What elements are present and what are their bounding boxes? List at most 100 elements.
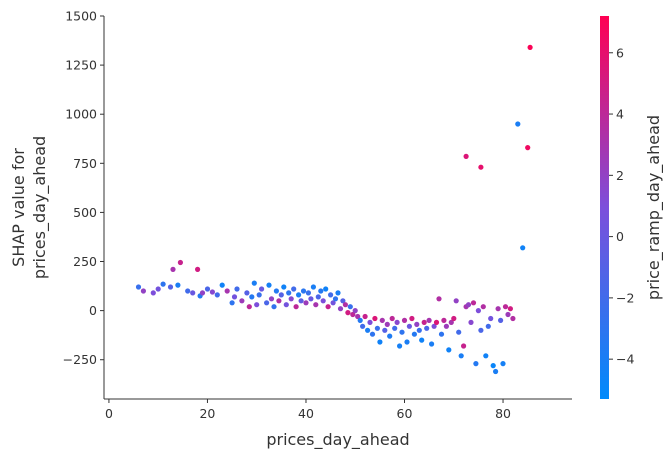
data-point [249,294,255,300]
data-point [310,284,316,290]
data-point [433,319,440,325]
data-point [384,321,390,327]
data-point [291,286,297,292]
data-point [281,284,287,290]
colorbar-tick-label: 4 [616,107,624,122]
data-point [456,329,462,335]
data-point [419,337,425,343]
y-tick-label: 750 [73,156,97,171]
y-axis-label-line-1: SHAP value for [9,148,28,267]
colorbar-tick-label: −4 [616,352,634,367]
data-point [411,331,417,337]
y-tick-label: −250 [63,352,97,367]
data-point [468,319,474,325]
colorbar-tick-label: 2 [616,168,624,183]
data-point [239,298,245,304]
points-layer [135,44,533,375]
data-point [251,280,257,286]
colorbar-tick-label: 6 [616,45,624,60]
data-point [170,266,176,272]
colorbar-ticks: −4 −2 0 2 4 6 [609,45,634,367]
data-point [190,290,196,296]
data-point [498,317,504,323]
data-point [414,321,420,327]
data-point [360,323,366,329]
data-point [488,315,494,322]
data-point [355,313,361,320]
data-point [372,315,378,322]
data-point [392,325,398,331]
data-point [374,325,380,331]
y-ticks: −250 0 250 500 750 1000 1250 1500 [63,9,104,367]
data-point [490,363,496,369]
data-point [473,361,479,367]
y-tick-label: 1500 [65,9,97,24]
data-point [446,347,452,353]
data-point [303,300,309,306]
data-point [234,286,240,292]
data-point [507,306,513,312]
data-point [268,296,275,302]
x-tick-label: 20 [199,406,215,421]
data-point [465,302,472,308]
data-point [463,153,469,159]
data-point [451,315,457,322]
data-point [300,288,307,294]
data-point [347,304,353,310]
data-point [332,296,339,302]
data-point [273,288,279,294]
data-point [387,333,393,339]
data-point [394,319,400,325]
y-tick-label: 1000 [65,107,97,122]
data-point [209,289,215,295]
data-point [195,266,201,272]
data-point [502,304,509,310]
x-tick-label: 80 [495,406,511,421]
data-point [443,323,449,329]
data-point [271,304,277,310]
x-tick-label: 40 [298,406,314,421]
data-point [431,323,437,329]
data-point [283,302,289,308]
y-tick-label: 250 [73,254,97,269]
x-ticks: 0 20 40 60 80 [105,399,511,421]
data-point [296,292,302,298]
data-point [357,317,363,323]
data-point [436,296,442,302]
data-point [461,343,467,349]
y-tick-label: 0 [89,303,97,318]
data-point [328,292,334,298]
data-point [352,308,358,314]
data-point [276,298,282,304]
data-point [475,308,481,314]
data-point [520,245,526,251]
data-point [367,319,373,325]
data-point [214,292,220,298]
data-point [438,331,445,337]
data-point [256,292,262,298]
data-point [500,361,506,367]
data-point [298,298,304,304]
data-point [288,296,294,302]
data-point [485,323,491,329]
data-point [266,282,272,288]
data-point [259,286,265,292]
data-point [397,343,403,349]
data-point [495,306,501,312]
data-point [244,290,250,296]
data-point [429,341,435,347]
data-point [231,294,238,300]
data-point [342,302,348,308]
data-point [185,288,191,294]
data-point [219,282,225,288]
data-point [246,304,252,310]
data-point [448,319,454,325]
data-point [470,300,477,306]
data-point [377,339,383,345]
data-point [315,294,321,300]
data-point [278,292,284,298]
data-point [389,315,395,322]
data-point [313,302,319,308]
data-point [167,284,174,290]
